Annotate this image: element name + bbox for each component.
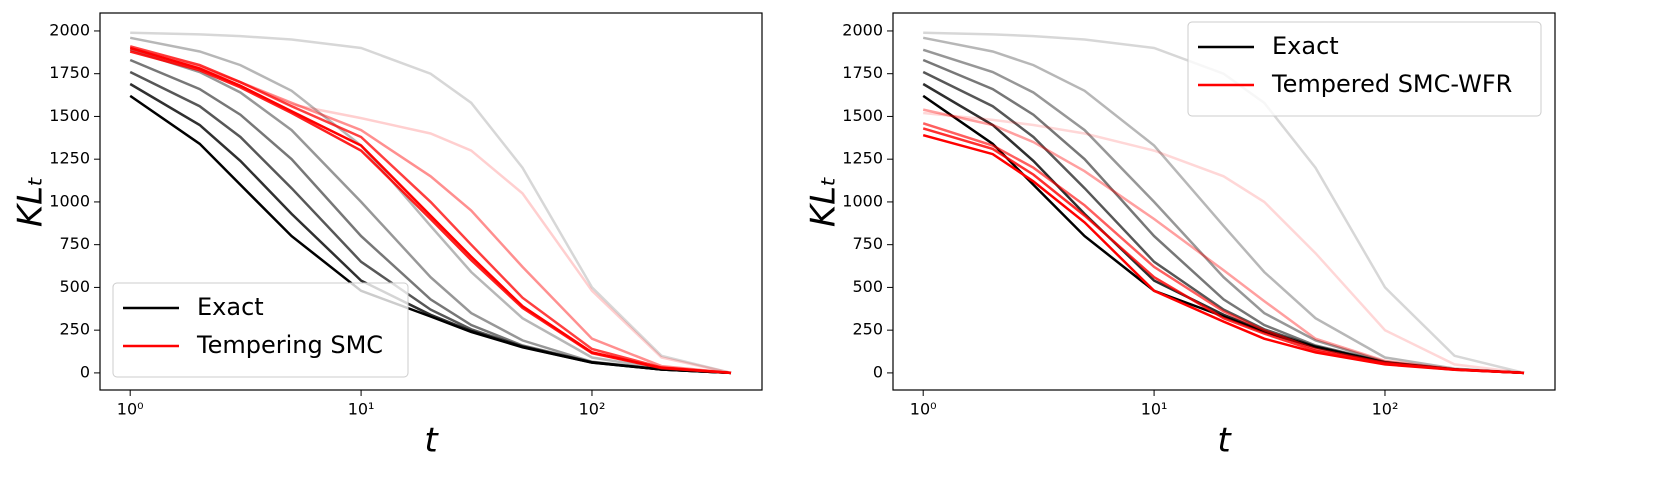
series-line	[130, 31, 732, 375]
series-line	[922, 70, 1525, 375]
x-tick-label: 10²	[579, 400, 606, 419]
x-tick-label: 10¹	[1141, 400, 1168, 419]
y-tick-label: 500	[852, 277, 883, 296]
legend-label: Tempered SMC-WFR	[1271, 70, 1512, 98]
series-line	[129, 48, 732, 375]
legend-box	[112, 282, 409, 378]
x-tick-label: 10⁰	[117, 400, 144, 419]
x-axis-label: t	[424, 421, 439, 461]
legend-label: Exact	[1272, 32, 1339, 60]
series-line	[129, 50, 732, 375]
series-line	[922, 36, 1525, 375]
series-line	[922, 108, 1525, 375]
y-tick-label: 1500	[842, 106, 883, 125]
y-tick-label: 250	[852, 320, 883, 339]
y-tick-label: 0	[80, 362, 90, 381]
y-tick-label: 0	[873, 362, 883, 381]
series-line	[923, 111, 1525, 375]
y-tick-label: 1250	[49, 149, 90, 168]
y-tick-label: 1500	[49, 106, 90, 125]
y-tick-label: 1250	[842, 149, 883, 168]
y-axis-label: KLₜ	[11, 176, 51, 227]
series-line	[129, 46, 732, 375]
x-tick-label: 10¹	[348, 400, 375, 419]
x-axis-label: t	[1217, 421, 1232, 461]
series-line	[922, 82, 1525, 375]
x-tick-label: 10²	[1372, 400, 1399, 419]
y-tick-label: 500	[59, 277, 90, 296]
series-line	[922, 94, 1525, 375]
series-line	[922, 122, 1525, 375]
y-tick-label: 2000	[842, 20, 883, 39]
legend-box	[1187, 21, 1542, 117]
y-tick-label: 750	[852, 234, 883, 253]
y-tick-label: 250	[59, 320, 90, 339]
y-axis-label: KLₜ	[804, 176, 844, 227]
y-tick-label: 750	[59, 234, 90, 253]
legend-label: Tempering SMC	[196, 331, 383, 359]
series-line	[129, 36, 732, 375]
series-line	[129, 58, 732, 375]
y-tick-label: 2000	[49, 20, 90, 39]
y-tick-label: 1750	[842, 63, 883, 82]
x-tick-label: 10⁰	[910, 400, 937, 419]
series-line	[129, 48, 732, 375]
y-tick-label: 1000	[842, 191, 883, 210]
y-tick-label: 1000	[49, 191, 90, 210]
y-tick-label: 1750	[49, 63, 90, 82]
series-line	[129, 45, 732, 375]
legend-label: Exact	[197, 293, 264, 321]
